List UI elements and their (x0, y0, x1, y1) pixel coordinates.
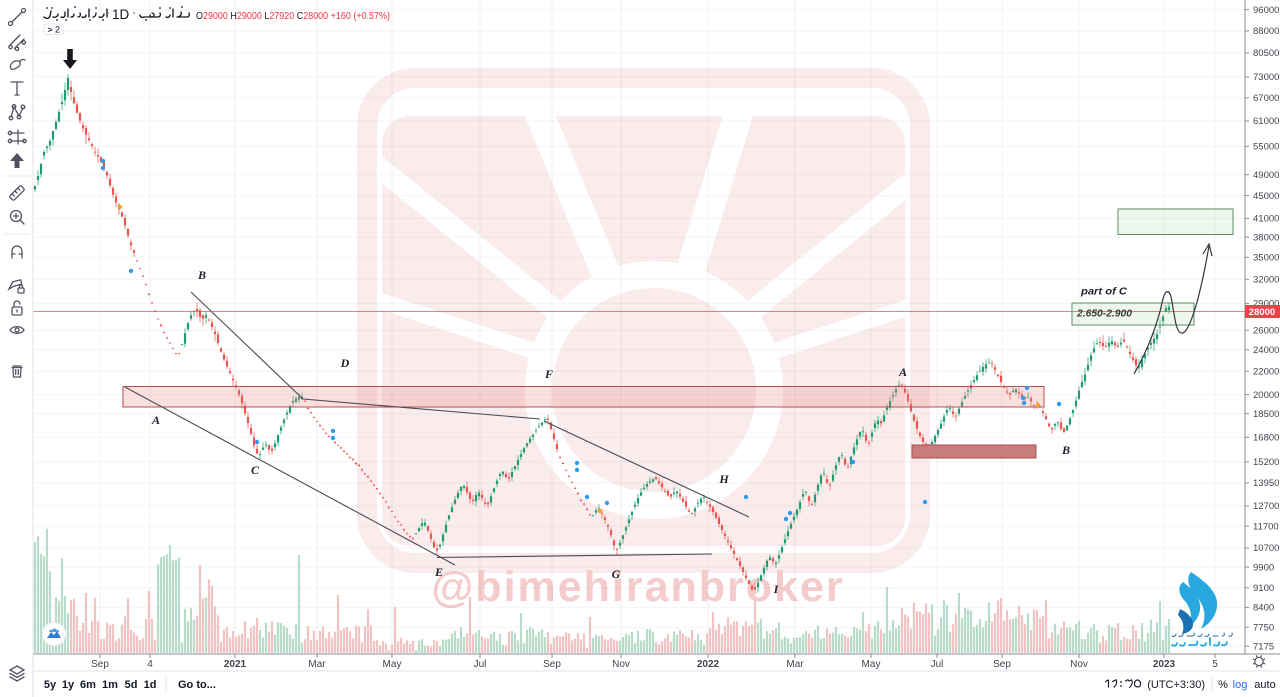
svg-text:(UTC+3:30): (UTC+3:30) (1147, 679, 1205, 691)
svg-text:20000: 20000 (1253, 390, 1279, 401)
svg-text:7750: 7750 (1253, 622, 1274, 633)
svg-text:9900: 9900 (1253, 562, 1274, 573)
svg-text:A: A (151, 413, 160, 427)
svg-text:12700: 12700 (1253, 501, 1279, 512)
svg-text:41000: 41000 (1253, 214, 1279, 225)
svg-text:Nov: Nov (612, 659, 630, 670)
svg-text:Sep: Sep (993, 659, 1011, 670)
svg-text:15200: 15200 (1253, 457, 1279, 468)
svg-text:9100: 9100 (1253, 583, 1274, 594)
svg-text:1D: 1D (112, 7, 130, 22)
svg-text:Nov: Nov (1070, 659, 1088, 670)
svg-text:Jul: Jul (474, 659, 487, 670)
svg-text:Sep: Sep (91, 659, 109, 670)
svg-text:Jul: Jul (931, 659, 944, 670)
svg-text:E: E (434, 565, 443, 579)
svg-text:32000: 32000 (1253, 274, 1279, 285)
svg-text:6m: 6m (80, 679, 96, 691)
svg-text:24000: 24000 (1253, 345, 1279, 356)
svg-text:1y: 1y (62, 679, 75, 691)
svg-text:2022: 2022 (697, 659, 720, 670)
svg-text:35000: 35000 (1253, 252, 1279, 263)
svg-text:O29000 H29000 L27920 C28000 +1: O29000 H29000 L27920 C28000 +160 (+0.57%… (196, 11, 390, 22)
svg-text:5y: 5y (44, 679, 57, 691)
svg-text:1d: 1d (144, 679, 157, 691)
svg-text:F: F (544, 367, 553, 381)
svg-text:B: B (1061, 443, 1070, 457)
svg-text:55000: 55000 (1253, 142, 1279, 153)
svg-text:>: > (48, 24, 53, 34)
svg-text:45000: 45000 (1253, 191, 1279, 202)
svg-text:80500: 80500 (1253, 48, 1279, 59)
svg-text:28000: 28000 (1249, 307, 1275, 318)
svg-text:2: 2 (55, 25, 60, 35)
svg-text:Mar: Mar (308, 659, 326, 670)
svg-text:7175: 7175 (1253, 641, 1274, 652)
svg-text:I: I (773, 582, 780, 596)
svg-text:67000: 67000 (1253, 93, 1279, 104)
svg-text:38000: 38000 (1253, 232, 1279, 243)
svg-text:A: A (898, 365, 907, 379)
svg-text:May: May (383, 659, 402, 670)
svg-text:H: H (718, 472, 729, 486)
svg-text:2021: 2021 (224, 659, 247, 670)
svg-text:49000: 49000 (1253, 170, 1279, 181)
svg-text:Mar: Mar (786, 659, 804, 670)
svg-text:16800: 16800 (1253, 433, 1279, 444)
svg-text:B: B (197, 268, 206, 282)
svg-text:2.650-2.900: 2.650-2.900 (1076, 308, 1132, 320)
svg-text:8400: 8400 (1253, 603, 1274, 614)
svg-text:Go to...: Go to... (178, 679, 216, 691)
svg-text:2023: 2023 (1153, 659, 1176, 670)
svg-text:part of C: part of C (1080, 286, 1128, 298)
svg-text:22000: 22000 (1253, 366, 1279, 377)
svg-text:1m: 1m (102, 679, 118, 691)
svg-text:5: 5 (1212, 659, 1218, 670)
svg-text:26000: 26000 (1253, 325, 1279, 336)
svg-text:@bimehiranbroker: @bimehiranbroker (431, 563, 844, 611)
svg-text:auto: auto (1254, 679, 1275, 691)
svg-text:73000: 73000 (1253, 72, 1279, 83)
svg-text:18500: 18500 (1253, 409, 1279, 420)
svg-text:C: C (251, 463, 260, 477)
svg-text:Sep: Sep (543, 659, 561, 670)
svg-text:4: 4 (147, 659, 153, 670)
svg-text:11700: 11700 (1253, 521, 1279, 532)
svg-text:88000: 88000 (1253, 26, 1279, 37)
svg-text:5d: 5d (125, 679, 138, 691)
svg-text:May: May (862, 659, 881, 670)
svg-text:%: % (1218, 679, 1228, 691)
svg-text:D: D (340, 356, 350, 370)
svg-text:10700: 10700 (1253, 543, 1279, 554)
svg-text:log: log (1233, 679, 1248, 691)
svg-text:61000: 61000 (1253, 116, 1279, 127)
svg-text:G: G (612, 567, 621, 581)
svg-text:96000: 96000 (1253, 5, 1279, 16)
svg-text:13950: 13950 (1253, 478, 1279, 489)
svg-text:29000: 29000 (1253, 299, 1279, 310)
